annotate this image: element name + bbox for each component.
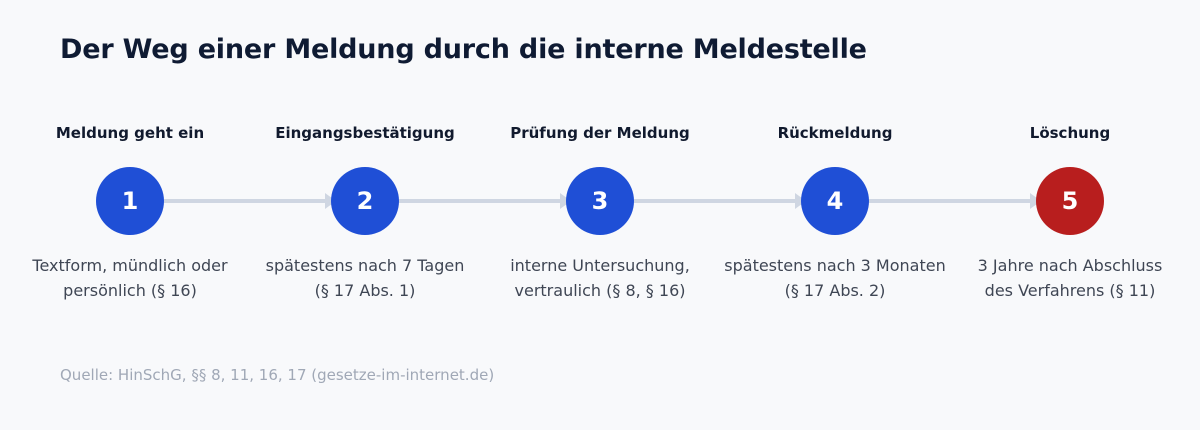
step-number-badge: 2: [331, 167, 399, 235]
arrow-head-icon: [325, 193, 336, 209]
step-1: Meldung geht ein 1 Textform, mündlich od…: [15, 0, 245, 430]
step-heading: Löschung: [1029, 124, 1111, 142]
step-number-badge-final: 5: [1036, 167, 1104, 235]
step-number-badge: 4: [801, 167, 869, 235]
arrow-head-icon: [560, 193, 571, 209]
step-number-badge: 3: [566, 167, 634, 235]
step-5: Löschung 5 3 Jahre nach Abschluss des Ve…: [955, 0, 1185, 430]
step-description: spätestens nach 3 Monaten (§ 17 Abs. 2): [724, 256, 946, 300]
step-description: Textform, mündlich oder persönlich (§ 16…: [32, 256, 228, 300]
page-title: Der Weg einer Meldung durch die interne …: [60, 34, 867, 65]
step-description: interne Untersuchung, vertraulich (§ 8, …: [510, 256, 690, 300]
source-note: Quelle: HinSchG, §§ 8, 11, 16, 17 (geset…: [60, 366, 495, 384]
step-heading: Rückmeldung: [777, 124, 893, 142]
connector-arrow-2-3: [398, 199, 568, 203]
step-heading: Eingangsbestätigung: [275, 124, 455, 142]
step-heading: Meldung geht ein: [55, 124, 205, 142]
step-2: Eingangsbestätigung 2 spätestens nach 7 …: [250, 0, 480, 430]
step-3: Prüfung der Meldung 3 interne Untersuchu…: [485, 0, 715, 430]
step-description: 3 Jahre nach Abschluss des Verfahrens (§…: [977, 256, 1163, 300]
connector-arrow-3-4: [633, 199, 803, 203]
step-4: Rückmeldung 4 spätestens nach 3 Monaten …: [720, 0, 950, 430]
step-heading: Prüfung der Meldung: [510, 124, 690, 142]
step-description: spätestens nach 7 Tagen (§ 17 Abs. 1): [265, 256, 465, 300]
arrow-head-icon: [795, 193, 806, 209]
connector-arrow-1-2: [163, 199, 333, 203]
arrow-head-icon: [1030, 193, 1041, 209]
connector-arrow-4-5: [868, 199, 1038, 203]
step-number-badge: 1: [96, 167, 164, 235]
